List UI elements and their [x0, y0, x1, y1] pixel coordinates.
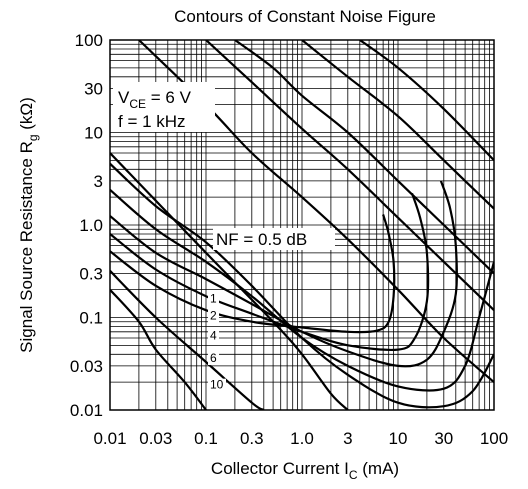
y-axis-title-sub: g	[26, 134, 40, 141]
curve-label-bg	[208, 329, 219, 343]
x-tick-label: 30	[434, 429, 453, 448]
y-axis-title: Signal Source Resistance Rg (kΩ)	[17, 97, 40, 353]
nf-contour-curve	[110, 180, 459, 368]
nf-contour-curve	[110, 270, 265, 410]
curve-label: 4	[210, 328, 217, 342]
x-tick-label: 0.3	[240, 429, 264, 448]
nf-contour-curve	[110, 162, 494, 409]
x-axis-title-sub: C	[349, 468, 358, 482]
x-tick-label: 0.03	[139, 429, 172, 448]
curves	[110, 40, 494, 410]
y-tick-label: 10	[84, 124, 103, 143]
y-tick-label: 0.01	[70, 401, 103, 420]
x-tick-label: 3	[343, 429, 352, 448]
nf-header: NF = 0.5 dB	[216, 230, 307, 249]
vce-sub: CE	[129, 97, 146, 111]
x-axis-title: Collector Current IC (mA)	[211, 459, 399, 482]
curve-labels: 1 2 4 6 10	[208, 292, 226, 392]
curve-label: 6	[210, 351, 217, 365]
x-tick-label: 0.1	[194, 429, 218, 448]
x-axis-title-main: Collector Current I	[211, 459, 349, 478]
curve-label: 10	[210, 378, 224, 392]
chart-title: Contours of Constant Noise Figure	[174, 7, 436, 26]
nf-contour-curve	[301, 40, 494, 210]
y-tick-label: 100	[75, 31, 103, 50]
y-tick-labels: 0.01 0.03 0.1 0.3 1.0 3 10 30 100	[70, 31, 103, 420]
x-axis-title-unit: (mA)	[358, 459, 400, 478]
y-axis-title-unit: (kΩ)	[17, 97, 36, 134]
curve-label-bg	[208, 309, 219, 323]
nf-contour-curve	[359, 40, 494, 162]
nf-contour-curve	[110, 192, 430, 351]
y-tick-label: 3	[94, 172, 103, 191]
y-tick-label: 0.3	[79, 264, 103, 283]
curve-label: 2	[210, 309, 217, 323]
y-tick-label: 1.0	[79, 216, 103, 235]
freq-condition: f = 1 kHz	[118, 112, 186, 131]
curve-label: 1	[210, 292, 217, 306]
curve-label-bg	[208, 378, 226, 392]
x-tick-labels: 0.01 0.03 0.1 0.3 1.0 3 10 30 100	[93, 429, 508, 448]
nf-contour-curve	[110, 214, 396, 334]
nf-contour-curve	[234, 40, 494, 275]
y-tick-label: 0.1	[79, 309, 103, 328]
y-tick-label: 30	[84, 79, 103, 98]
nf-header-box	[213, 228, 335, 250]
nf-contour-curve	[205, 40, 494, 311]
vce-main: V	[118, 88, 130, 107]
y-tick-label: 0.03	[70, 357, 103, 376]
curve-label-bg	[208, 352, 219, 366]
nf-contour-curve	[110, 288, 207, 410]
vce-rest: = 6 V	[146, 88, 192, 107]
conditions-box	[113, 82, 215, 132]
nf-contour-curve	[110, 152, 349, 410]
curve-label-bg	[208, 292, 219, 306]
nf-contour-curve	[110, 188, 494, 392]
plot-frame	[109, 39, 495, 411]
x-tick-label: 1.0	[290, 429, 314, 448]
x-tick-label: 10	[389, 429, 408, 448]
x-tick-label: 0.01	[93, 429, 126, 448]
x-tick-label: 100	[480, 429, 508, 448]
y-axis-title-main: Signal Source Resistance R	[17, 141, 36, 353]
vce-condition: VCE = 6 V	[118, 88, 192, 111]
